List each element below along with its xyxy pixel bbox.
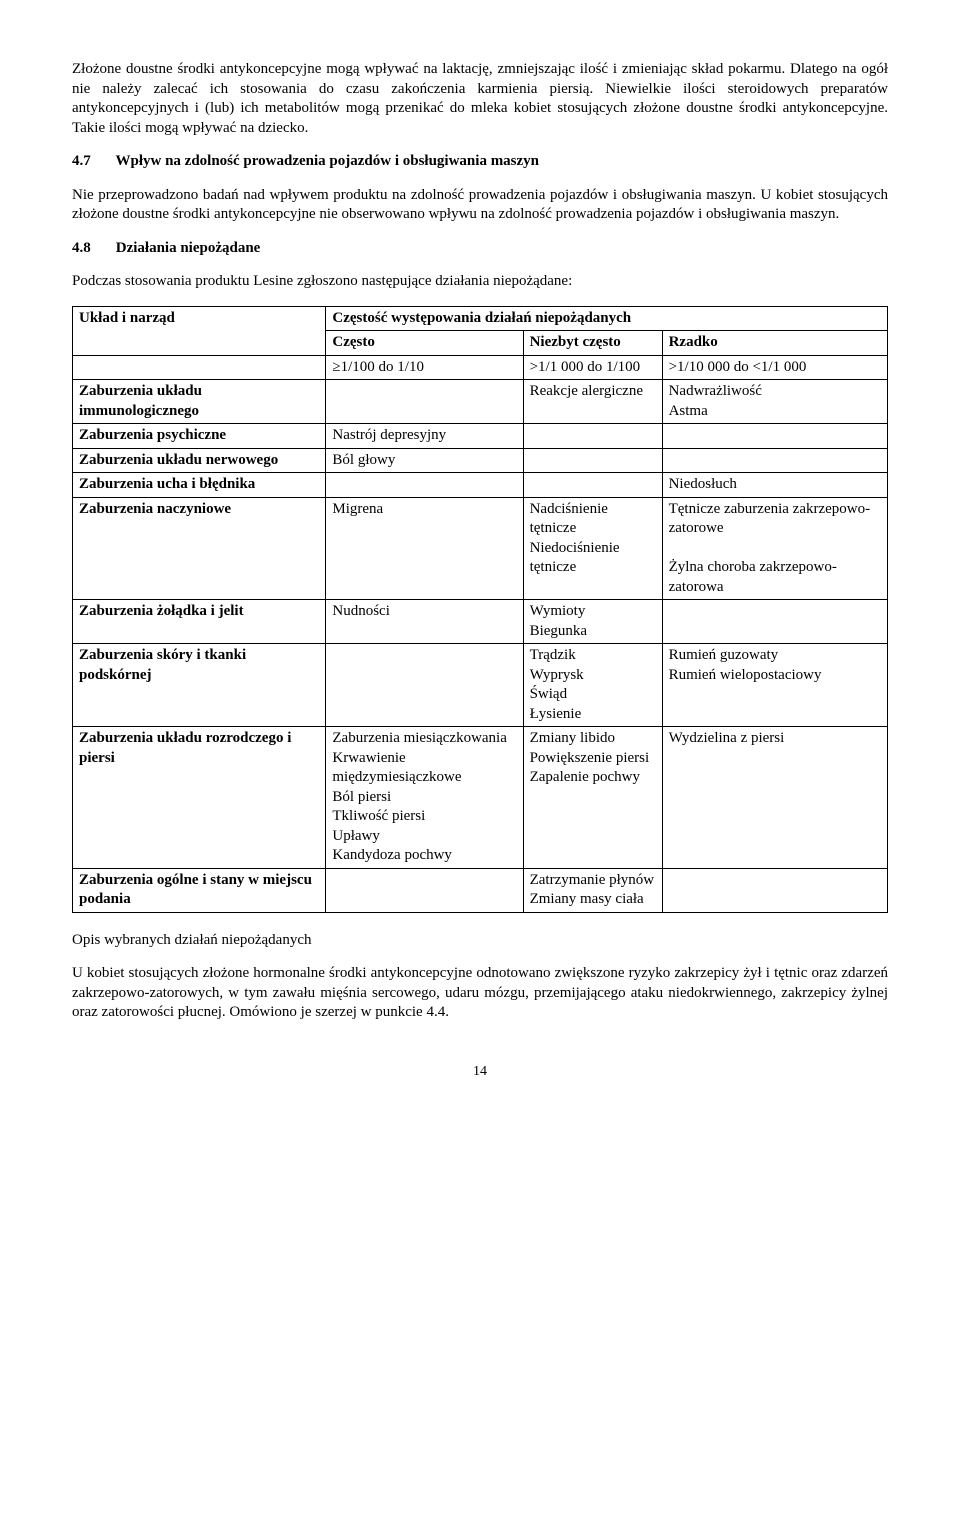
table-cell bbox=[662, 448, 887, 473]
table-cell bbox=[73, 355, 326, 380]
section-4-8-number: 4.8 bbox=[72, 239, 112, 259]
table-cell bbox=[523, 424, 662, 449]
table-cell: Reakcje alergiczne bbox=[523, 380, 662, 424]
table-cell: Zaburzenia miesiączkowania Krwawienie mi… bbox=[326, 727, 523, 869]
table-cell: Zaburzenia żołądka i jelit bbox=[73, 600, 326, 644]
table-row: Zaburzenia skóry i tkanki podskórnej Trąd… bbox=[73, 644, 888, 727]
table-cell: Zaburzenia naczyniowe bbox=[73, 497, 326, 600]
page-number: 14 bbox=[72, 1063, 888, 1081]
paragraph-4-8-intro: Podczas stosowania produktu Lesine zgłos… bbox=[72, 272, 888, 292]
table-cell: Ból głowy bbox=[326, 448, 523, 473]
section-4-7-number: 4.7 bbox=[72, 152, 112, 172]
table-cell bbox=[662, 868, 887, 912]
table-row: Zaburzenia układu rozrodczego i piersiZa… bbox=[73, 727, 888, 869]
table-cell bbox=[326, 473, 523, 498]
table-col-rare: Rzadko bbox=[662, 331, 887, 356]
table-row: Zaburzenia naczynioweMigrenaNadciśnienie… bbox=[73, 497, 888, 600]
table-cell bbox=[523, 473, 662, 498]
table-cell: Zaburzenia układu nerwowego bbox=[73, 448, 326, 473]
table-cell: Zatrzymanie płynów Zmiany masy ciała bbox=[523, 868, 662, 912]
paragraph-lactation: Złożone doustne środki antykoncepcyjne m… bbox=[72, 60, 888, 138]
table-cell: Nadciśnienie tętnicze Niedociśnienie tęt… bbox=[523, 497, 662, 600]
table-cell: Rumień guzowaty Rumień wielopostaciowy bbox=[662, 644, 887, 727]
section-4-8-title: Działania niepożądane bbox=[116, 240, 261, 256]
table-cell: Zmiany libido Powiększenie piersi Zapale… bbox=[523, 727, 662, 869]
paragraph-4-7: Nie przeprowadzono badań nad wpływem pro… bbox=[72, 186, 888, 225]
section-4-8-heading: 4.8 Działania niepożądane bbox=[72, 239, 888, 259]
table-cell: >1/10 000 do <1/1 000 bbox=[662, 355, 887, 380]
selected-adr-heading: Opis wybranych działań niepożądanych bbox=[72, 931, 888, 951]
table-cell: Zaburzenia ucha i błędnika bbox=[73, 473, 326, 498]
table-cell: Zaburzenia psychiczne bbox=[73, 424, 326, 449]
table-cell bbox=[662, 424, 887, 449]
table-cell bbox=[326, 644, 523, 727]
table-cell bbox=[326, 380, 523, 424]
table-row: Zaburzenia ucha i błędnika Niedosłuch bbox=[73, 473, 888, 498]
selected-adr-paragraph: U kobiet stosujących złożone hormonalne … bbox=[72, 964, 888, 1023]
table-row: Układ i narząd Częstość występowania dzi… bbox=[73, 306, 888, 331]
table-header-frequency: Częstość występowania działań niepożądan… bbox=[326, 306, 888, 331]
table-cell bbox=[662, 600, 887, 644]
table-cell: ≥1/100 do 1/10 bbox=[326, 355, 523, 380]
table-row: Zaburzenia ogólne i stany w miejscu poda… bbox=[73, 868, 888, 912]
table-cell: Nudności bbox=[326, 600, 523, 644]
table-cell: Zaburzenia układu rozrodczego i piersi bbox=[73, 727, 326, 869]
table-cell: Wydzielina z piersi bbox=[662, 727, 887, 869]
table-cell: Wymioty Biegunka bbox=[523, 600, 662, 644]
adverse-effects-table: Układ i narząd Częstość występowania dzi… bbox=[72, 306, 888, 913]
table-cell: Zaburzenia ogólne i stany w miejscu poda… bbox=[73, 868, 326, 912]
table-cell: Nadwrażliwość Astma bbox=[662, 380, 887, 424]
table-header-system: Układ i narząd bbox=[73, 306, 326, 355]
table-cell bbox=[523, 448, 662, 473]
table-cell bbox=[326, 868, 523, 912]
table-cell: Trądzik Wyprysk Świąd Łysienie bbox=[523, 644, 662, 727]
table-cell: Zaburzenia układu immunologicznego bbox=[73, 380, 326, 424]
table-row: Zaburzenia żołądka i jelitNudnościWymiot… bbox=[73, 600, 888, 644]
table-cell: >1/1 000 do 1/100 bbox=[523, 355, 662, 380]
table-cell: Nastrój depresyjny bbox=[326, 424, 523, 449]
table-col-often: Często bbox=[326, 331, 523, 356]
section-4-7-heading: 4.7 Wpływ na zdolność prowadzenia pojazd… bbox=[72, 152, 888, 172]
table-cell: Niedosłuch bbox=[662, 473, 887, 498]
table-row: Zaburzenia układu immunologicznego Reakcj… bbox=[73, 380, 888, 424]
table-row: Zaburzenia układu nerwowegoBól głowy bbox=[73, 448, 888, 473]
table-row: Zaburzenia psychiczneNastrój depresyjny bbox=[73, 424, 888, 449]
table-cell: Zaburzenia skóry i tkanki podskórnej bbox=[73, 644, 326, 727]
table-row: ≥1/100 do 1/10 >1/1 000 do 1/100 >1/10 0… bbox=[73, 355, 888, 380]
table-col-uncommon: Niezbyt często bbox=[523, 331, 662, 356]
table-cell: Tętnicze zaburzenia zakrzepowo-zatorowe … bbox=[662, 497, 887, 600]
table-cell: Migrena bbox=[326, 497, 523, 600]
section-4-7-title: Wpływ na zdolność prowadzenia pojazdów i… bbox=[115, 153, 539, 169]
